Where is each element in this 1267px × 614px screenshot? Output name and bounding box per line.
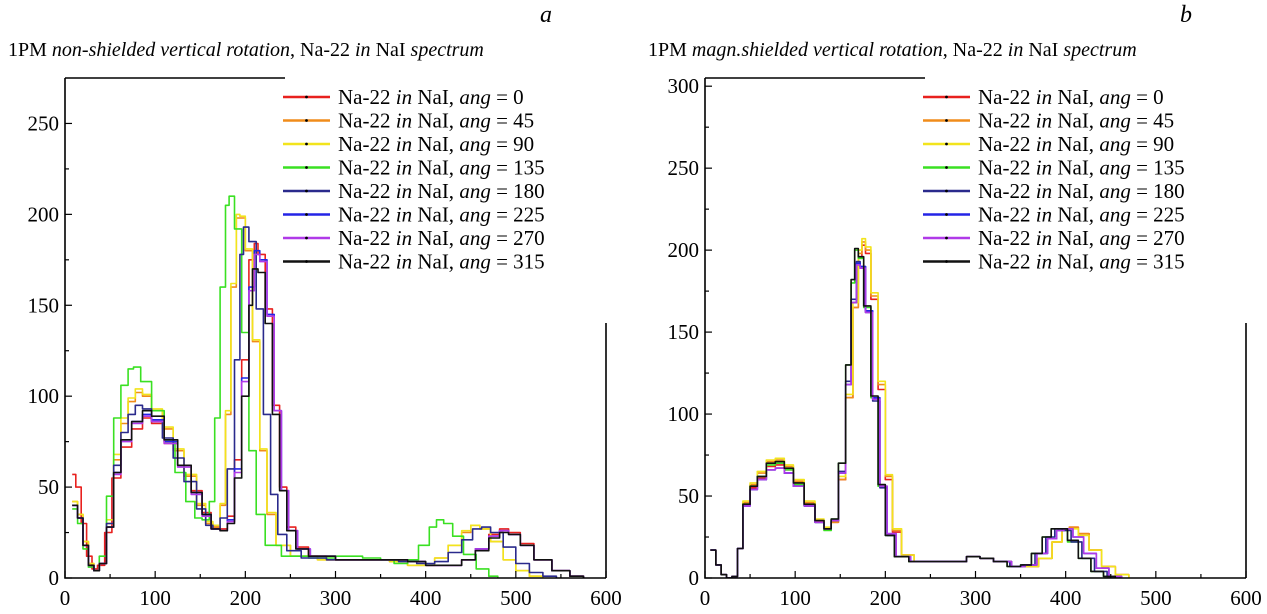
legend-entry: Na-22 in NaI, ang = 90 [978,132,1174,156]
y-tick-label: 100 [28,384,60,408]
chart-panel-b: b 1PM magn.shielded vertical rotation, Na… [648,2,1262,610]
x-tick-label: 600 [590,586,622,610]
x-tick-label: 300 [320,586,352,610]
chart-panel-a: a 1PM non-shielded vertical rotation, Na-… [8,2,622,610]
x-tick-label: 500 [500,586,532,610]
x-tick-label: 600 [1230,586,1262,610]
legend-entry: Na-22 in NaI, ang = 0 [338,85,524,109]
legend-marker [945,95,948,99]
legend-entry: Na-22 in NaI, ang = 270 [978,226,1185,250]
series-line-4 [72,226,558,578]
series-line-2 [72,213,544,578]
chart-title: 1PM magn.shielded vertical rotation, Na-… [648,39,1137,61]
legend-entry: Na-22 in NaI, ang = 315 [978,250,1185,274]
legend-marker [945,189,948,193]
legend-entry: Na-22 in NaI, ang = 225 [338,203,545,227]
y-tick-label: 50 [38,475,59,499]
x-tick-label: 500 [1140,586,1172,610]
panel-letter: b [1180,2,1192,28]
legend: Na-22 in NaI, ang = 0Na-22 in NaI, ang =… [923,85,1185,274]
legend-entry: Na-22 in NaI, ang = 90 [338,132,534,156]
legend-entry: Na-22 in NaI, ang = 180 [978,179,1185,203]
series-group [710,237,1130,578]
x-tick-label: 300 [960,586,992,610]
legend-marker [305,119,308,122]
x-tick-label: 400 [1050,586,1082,610]
legend-marker [305,95,308,99]
y-tick-label: 50 [678,484,699,508]
legend-marker [305,260,308,263]
series-group [72,195,585,578]
y-tick-label: 150 [668,320,700,344]
y-tick-label: 0 [689,566,700,590]
panel-letter: a [540,2,552,28]
x-tick-label: 100 [779,586,811,610]
legend-marker [305,213,308,216]
legend-entry: Na-22 in NaI, ang = 45 [338,109,534,133]
legend: Na-22 in NaI, ang = 0Na-22 in NaI, ang =… [283,85,545,274]
series-line-7 [710,247,1117,578]
series-line-1 [710,241,1130,578]
y-tick-label: 0 [49,566,60,590]
series-line-7 [72,268,585,578]
legend-entry: Na-22 in NaI, ang = 135 [338,156,545,180]
series-line-3 [72,195,499,578]
legend-marker [305,236,308,240]
y-tick-label: 250 [28,111,60,135]
y-tick-label: 100 [668,402,700,426]
x-tick-label: 200 [870,586,902,610]
series-line-2 [710,237,1130,578]
x-tick-label: 100 [139,586,171,610]
legend-entry: Na-22 in NaI, ang = 0 [978,85,1164,109]
chart-title: 1PM non-shielded vertical rotation, Na-2… [8,39,484,61]
legend-marker [945,260,948,263]
legend-marker [305,189,308,193]
x-tick-label: 0 [700,586,711,610]
legend-marker [945,213,948,216]
y-tick-label: 200 [668,238,700,262]
legend-entry: Na-22 in NaI, ang = 45 [978,109,1174,133]
x-tick-label: 0 [60,586,71,610]
y-tick-label: 200 [28,202,60,226]
legend-marker [945,119,948,122]
y-tick-label: 300 [668,74,700,98]
legend-entry: Na-22 in NaI, ang = 225 [978,203,1185,227]
legend-entry: Na-22 in NaI, ang = 270 [338,226,545,250]
y-tick-label: 250 [668,156,700,180]
legend-entry: Na-22 in NaI, ang = 315 [338,250,545,274]
x-tick-label: 400 [410,586,442,610]
legend-marker [945,236,948,240]
legend-marker [945,166,948,169]
series-line-6 [710,264,1123,578]
y-tick-label: 150 [28,293,60,317]
legend-entry: Na-22 in NaI, ang = 135 [978,156,1185,180]
legend-marker [305,166,308,169]
legend-marker [945,142,948,146]
legend-entry: Na-22 in NaI, ang = 180 [338,179,545,203]
legend-marker [305,142,308,146]
x-tick-label: 200 [230,586,262,610]
